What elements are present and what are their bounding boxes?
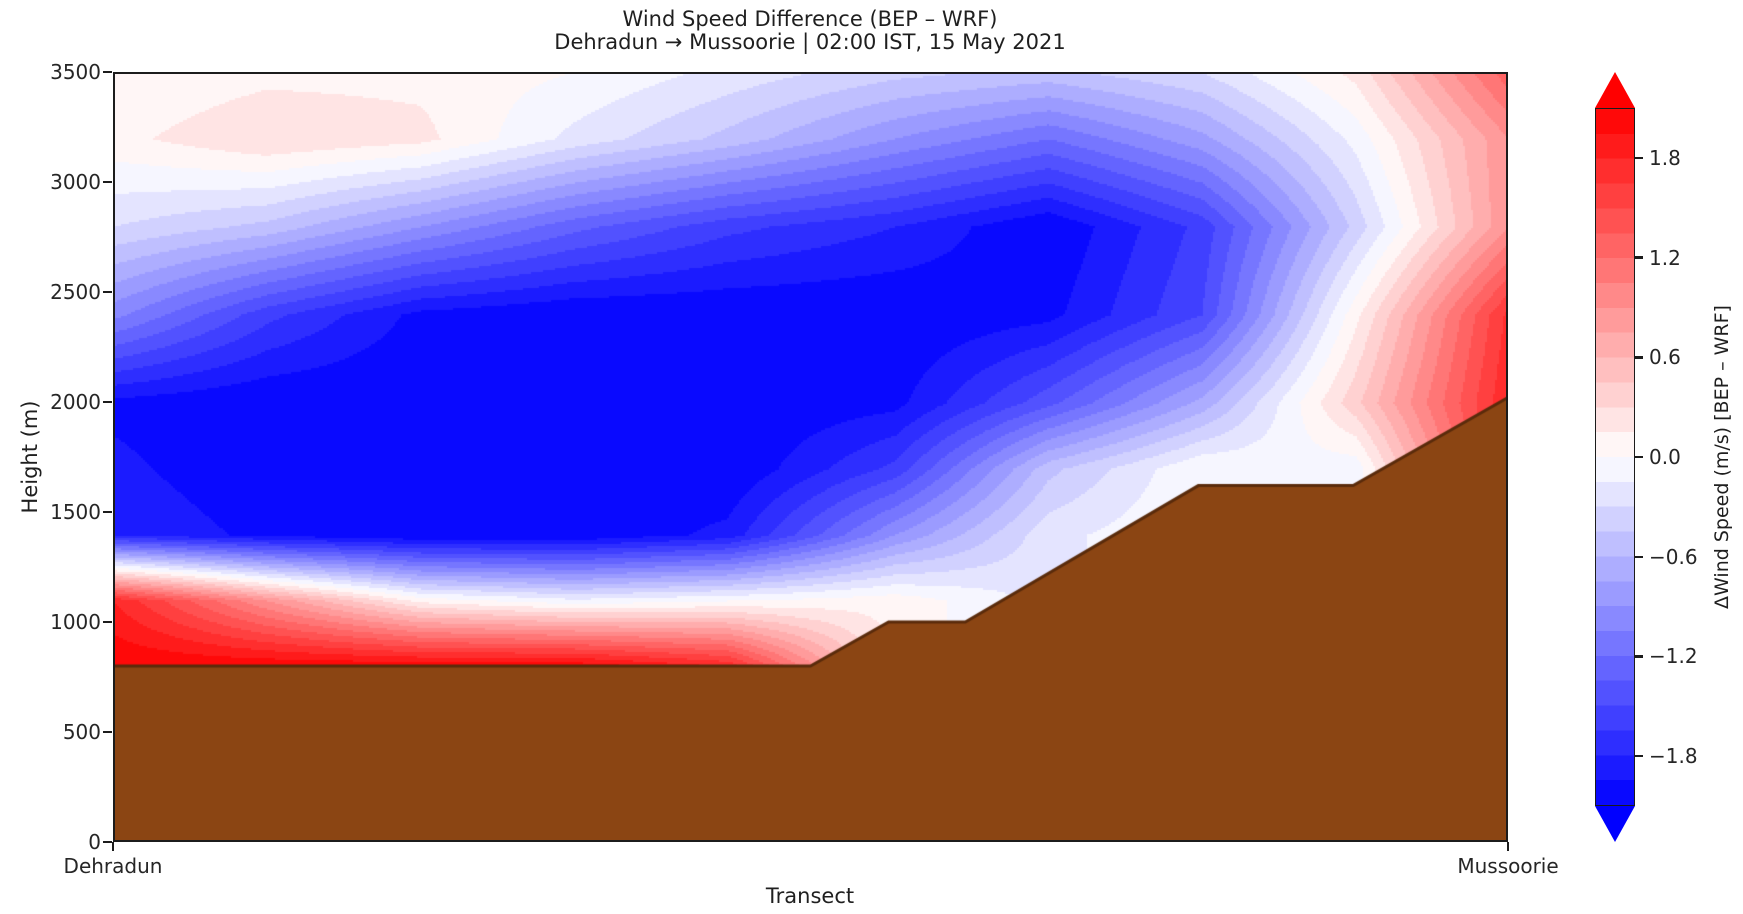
x-tick-label-mussoorie: Mussoorie: [1457, 854, 1559, 878]
colorbar-tick-mark: [1635, 555, 1643, 558]
chart-subtitle: Dehradun → Mussoorie | 02:00 IST, 15 May…: [554, 30, 1066, 54]
colorbar-tick-label: 1.8: [1649, 145, 1681, 170]
y-tick-label: 2000: [50, 390, 101, 414]
y-tick-label: 500: [62, 720, 101, 744]
colorbar-tick-mark: [1635, 256, 1643, 259]
contour-plot-canvas: [113, 72, 1508, 842]
y-tick-mark: [103, 400, 112, 404]
x-tick-mark: [111, 842, 115, 851]
colorbar-tick-mark: [1635, 156, 1643, 160]
y-tick-label: 1000: [50, 610, 101, 634]
colorbar-tick-label: 1.2: [1649, 245, 1681, 270]
colorbar-tick-label: 0.6: [1649, 345, 1681, 370]
y-tick-label: 3000: [50, 170, 101, 194]
colorbar-tick-mark: [1635, 455, 1643, 459]
chart-title: Wind Speed Difference (BEP – WRF): [622, 7, 998, 31]
y-tick-label: 0: [88, 830, 101, 854]
y-tick-label: 1500: [50, 500, 101, 524]
colorbar-tick-label: 0.0: [1649, 445, 1681, 469]
colorbar-tick-mark: [1635, 655, 1643, 658]
y-tick-mark: [103, 620, 112, 624]
colorbar-tick-mark: [1635, 356, 1643, 359]
colorbar-body: [1595, 108, 1635, 806]
y-tick-label: 2500: [50, 280, 101, 304]
colorbar-extend-up-arrow: [1595, 72, 1635, 108]
y-tick-mark: [103, 180, 112, 184]
colorbar-tick-label: −0.6: [1649, 544, 1698, 569]
y-tick-mark: [103, 290, 112, 294]
colorbar-label: ΔWind Speed (m/s) [BEP – WRF]: [1711, 305, 1733, 609]
y-tick-label: 3500: [50, 60, 101, 84]
colorbar-tick-label: −1.8: [1649, 744, 1698, 769]
colorbar-tick-label: −1.2: [1649, 644, 1698, 669]
y-tick-mark: [103, 510, 112, 514]
y-tick-mark: [103, 730, 112, 734]
y-tick-mark: [103, 840, 112, 844]
colorbar-tick-mark: [1635, 754, 1643, 758]
x-tick-mark: [1506, 842, 1510, 851]
y-axis-label: Height (m): [18, 400, 42, 514]
y-tick-mark: [103, 70, 112, 74]
x-axis-label: Transect: [765, 884, 855, 908]
colorbar-extend-down-arrow: [1595, 806, 1635, 842]
x-tick-label-dehradun: Dehradun: [63, 854, 163, 878]
